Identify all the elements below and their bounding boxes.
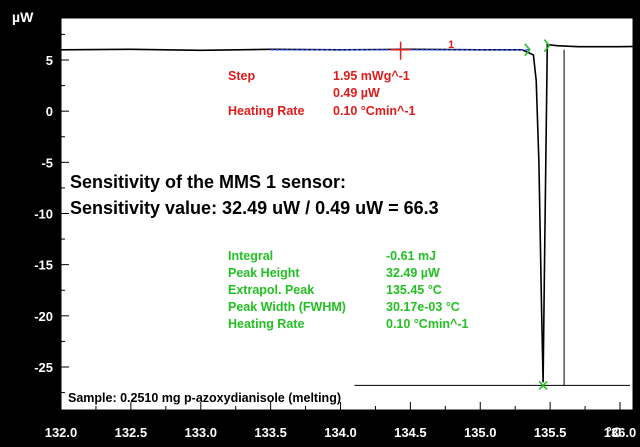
x-axis: 132.0 132.5 133.0 133.5 134.0 134.5 135.0 135.5… xyxy=(45,402,637,440)
x-tick-label: 133.5 xyxy=(254,425,287,440)
peak-heating-rate-label: Heating Rate xyxy=(228,317,304,331)
peak-minimum-marker xyxy=(538,380,548,390)
peak-markers xyxy=(524,39,551,390)
y-tick-label: -20 xyxy=(34,309,53,324)
step-heating-rate-label: Heating Rate xyxy=(228,104,304,118)
y-tick-label: -25 xyxy=(34,360,53,375)
x-tick-label: 135.0 xyxy=(464,425,497,440)
peak-limit-marker xyxy=(524,43,531,57)
peak-annotation: Integral -0.61 mJ Peak Height 32.49 µW E… xyxy=(228,249,469,331)
step-marker: 1 xyxy=(390,39,454,60)
peak-height-value: 32.49 µW xyxy=(386,266,440,280)
series-layer xyxy=(60,43,640,383)
plot-area xyxy=(60,17,634,411)
peak-integral-value: -0.61 mJ xyxy=(386,249,436,263)
step-heating-rate-value: 0.10 °Cmin^-1 xyxy=(333,104,416,118)
chart-title: Sensitivity of the MMS 1 sensor: xyxy=(70,172,346,192)
step-label: Step xyxy=(228,69,255,83)
y-tick-label: 5 xyxy=(46,53,53,68)
extrapol-peak-value: 135.45 °C xyxy=(386,283,442,297)
x-tick-label: 135.5 xyxy=(534,425,567,440)
peak-height-label: Peak Height xyxy=(228,266,300,280)
peak-heating-rate-value: 0.10 °Cmin^-1 xyxy=(386,317,469,331)
step-annotation: Step 1.95 mWg^-1 0.49 µW Heating Rate 0.… xyxy=(228,69,416,118)
y-axis-unit: µW xyxy=(12,9,34,25)
peak-width-value: 30.17e-03 °C xyxy=(386,300,460,314)
x-tick-label: 136.0 xyxy=(604,425,637,440)
peak-limit-marker xyxy=(543,39,551,53)
x-tick-label: 134.0 xyxy=(324,425,357,440)
y-tick-label: -15 xyxy=(34,258,53,273)
peak-integral-label: Integral xyxy=(228,249,273,263)
y-tick-label: 0 xyxy=(46,104,53,119)
x-axis-unit: °C xyxy=(606,424,622,440)
x-tick-label: 134.5 xyxy=(394,425,427,440)
peak-width-label: Peak Width (FWHM) xyxy=(228,300,346,314)
step-marker-label: 1 xyxy=(448,39,454,51)
chart-subtitle: Sensitivity value: 32.49 uW / 0.49 uW = … xyxy=(70,198,439,218)
step-value-2: 0.49 µW xyxy=(333,86,380,100)
sample-label: Sample: 0.2510 mg p-azoxydianisole (melt… xyxy=(68,391,341,405)
x-tick-label: 133.0 xyxy=(184,425,217,440)
y-tick-label: -5 xyxy=(41,155,53,170)
x-tick-label: 132.0 xyxy=(45,425,78,440)
y-tick-label: -10 xyxy=(34,207,53,222)
step-value: 1.95 mWg^-1 xyxy=(333,69,410,83)
y-axis: 5 0 -5 -10 -15 -20 -25 xyxy=(34,33,69,394)
extrapol-peak-label: Extrapol. Peak xyxy=(228,283,314,297)
x-tick-label: 132.5 xyxy=(115,425,148,440)
